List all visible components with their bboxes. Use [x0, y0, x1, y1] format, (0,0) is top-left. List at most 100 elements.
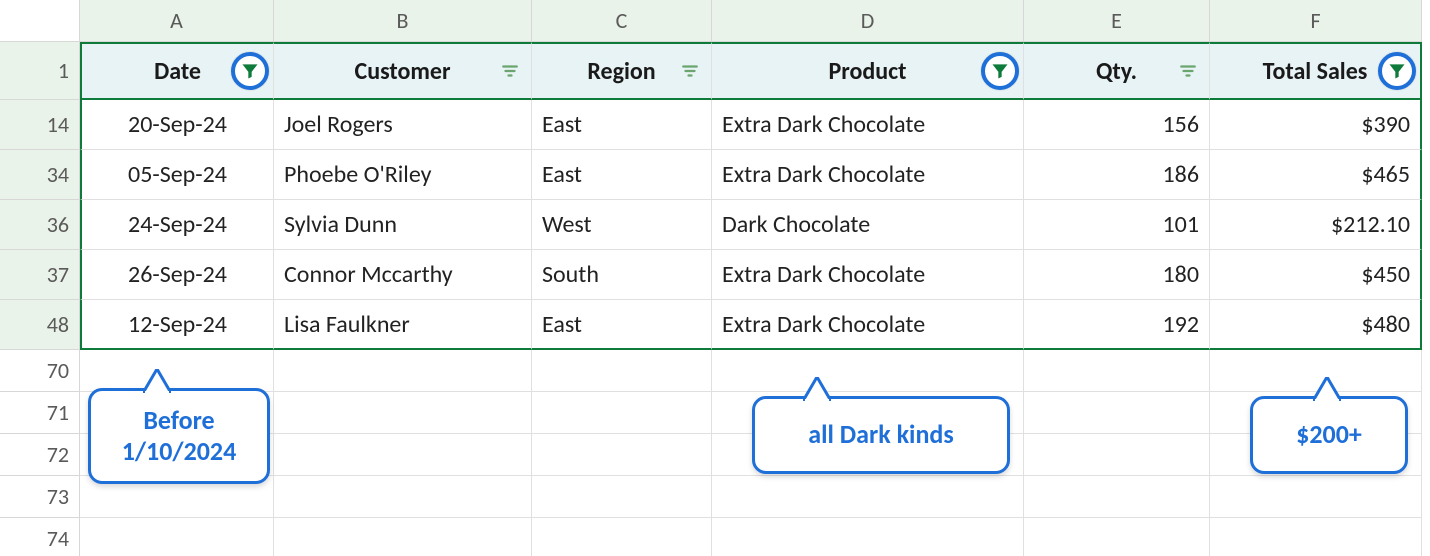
- cell-date[interactable]: 26-Sep-24: [80, 250, 274, 300]
- cell-qty[interactable]: 186: [1024, 150, 1210, 200]
- column-header-c[interactable]: C: [532, 0, 712, 42]
- cell-customer[interactable]: Phoebe O'Riley: [274, 150, 532, 200]
- row-header-1[interactable]: 1: [0, 42, 80, 100]
- header-label-qty: Qty.: [1096, 57, 1137, 86]
- annotation-callout: $200+: [1250, 396, 1408, 474]
- cell-region[interactable]: East: [532, 300, 712, 350]
- header-cell-date[interactable]: Date: [80, 42, 274, 100]
- table-header-row: Date Customer Region Product Qty. Total Sales: [80, 42, 1430, 100]
- empty-cell[interactable]: [532, 518, 712, 556]
- grid-body: Date Customer Region Product Qty. Total Sales…: [80, 42, 1430, 556]
- filter-icon[interactable]: [499, 60, 521, 82]
- table-row: 26-Sep-24Connor MccarthySouthExtra Dark …: [80, 250, 1430, 300]
- header-label-customer: Customer: [354, 57, 450, 86]
- header-cell-total[interactable]: Total Sales: [1210, 42, 1422, 100]
- empty-cell[interactable]: [1024, 350, 1210, 392]
- cell-total[interactable]: $390: [1210, 100, 1422, 150]
- cell-customer[interactable]: Sylvia Dunn: [274, 200, 532, 250]
- cell-date[interactable]: 20-Sep-24: [80, 100, 274, 150]
- empty-cell[interactable]: [80, 350, 274, 392]
- callout-text: all Dark kinds: [808, 419, 953, 450]
- row-header-71[interactable]: 71: [0, 392, 80, 434]
- empty-row: [80, 350, 1430, 392]
- empty-cell[interactable]: [532, 350, 712, 392]
- filter-active-icon[interactable]: [1378, 52, 1416, 90]
- row-header-36[interactable]: 36: [0, 200, 80, 250]
- header-label-total: Total Sales: [1263, 57, 1368, 86]
- cell-customer[interactable]: Joel Rogers: [274, 100, 532, 150]
- cell-region[interactable]: East: [532, 150, 712, 200]
- row-header-34[interactable]: 34: [0, 150, 80, 200]
- cell-product[interactable]: Extra Dark Chocolate: [712, 150, 1024, 200]
- empty-cell[interactable]: [274, 476, 532, 518]
- cell-qty[interactable]: 101: [1024, 200, 1210, 250]
- cell-region[interactable]: West: [532, 200, 712, 250]
- row-header-37[interactable]: 37: [0, 250, 80, 300]
- header-cell-qty[interactable]: Qty.: [1024, 42, 1210, 100]
- cell-customer[interactable]: Connor Mccarthy: [274, 250, 532, 300]
- header-cell-customer[interactable]: Customer: [274, 42, 532, 100]
- header-cell-product[interactable]: Product: [712, 42, 1024, 100]
- empty-cell[interactable]: [274, 350, 532, 392]
- empty-cell[interactable]: [1210, 476, 1422, 518]
- row-headers: 114343637487071727374: [0, 42, 80, 556]
- header-label-region: Region: [587, 57, 655, 86]
- empty-cell[interactable]: [532, 392, 712, 434]
- empty-cell[interactable]: [1024, 392, 1210, 434]
- empty-cell[interactable]: [274, 392, 532, 434]
- cell-date[interactable]: 24-Sep-24: [80, 200, 274, 250]
- empty-cell[interactable]: [274, 434, 532, 476]
- empty-cell[interactable]: [274, 518, 532, 556]
- empty-cell[interactable]: [712, 518, 1024, 556]
- callout-text: Before 1/10/2024: [122, 405, 237, 467]
- row-header-48[interactable]: 48: [0, 300, 80, 350]
- cell-product[interactable]: Extra Dark Chocolate: [712, 300, 1024, 350]
- cell-date[interactable]: 05-Sep-24: [80, 150, 274, 200]
- header-cell-region[interactable]: Region: [532, 42, 712, 100]
- empty-cell[interactable]: [532, 476, 712, 518]
- row-header-74[interactable]: 74: [0, 518, 80, 556]
- cell-region[interactable]: South: [532, 250, 712, 300]
- column-header-f[interactable]: F: [1210, 0, 1422, 42]
- cell-product[interactable]: Extra Dark Chocolate: [712, 100, 1024, 150]
- row-header-14[interactable]: 14: [0, 100, 80, 150]
- cell-date[interactable]: 12-Sep-24: [80, 300, 274, 350]
- empty-cell[interactable]: [1024, 434, 1210, 476]
- filter-icon[interactable]: [679, 60, 701, 82]
- column-header-b[interactable]: B: [274, 0, 532, 42]
- column-header-e[interactable]: E: [1024, 0, 1210, 42]
- callout-pointer-icon: [1313, 377, 1341, 401]
- cell-customer[interactable]: Lisa Faulkner: [274, 300, 532, 350]
- cell-total[interactable]: $450: [1210, 250, 1422, 300]
- column-header-a[interactable]: A: [80, 0, 274, 42]
- row-header-73[interactable]: 73: [0, 476, 80, 518]
- column-headers: ABCDEF: [80, 0, 1430, 42]
- select-all-corner[interactable]: [0, 0, 80, 42]
- cell-qty[interactable]: 180: [1024, 250, 1210, 300]
- annotation-callout: Before 1/10/2024: [88, 388, 270, 484]
- cell-total[interactable]: $465: [1210, 150, 1422, 200]
- empty-cell[interactable]: [712, 350, 1024, 392]
- cell-total[interactable]: $480: [1210, 300, 1422, 350]
- empty-cell[interactable]: [1024, 476, 1210, 518]
- filter-active-icon[interactable]: [981, 52, 1019, 90]
- cell-product[interactable]: Dark Chocolate: [712, 200, 1024, 250]
- cell-qty[interactable]: 192: [1024, 300, 1210, 350]
- column-header-d[interactable]: D: [712, 0, 1024, 42]
- empty-cell[interactable]: [532, 434, 712, 476]
- callout-pointer-icon: [803, 377, 831, 401]
- filter-active-icon[interactable]: [231, 52, 269, 90]
- cell-region[interactable]: East: [532, 100, 712, 150]
- empty-cell[interactable]: [80, 518, 274, 556]
- cell-product[interactable]: Extra Dark Chocolate: [712, 250, 1024, 300]
- empty-cell[interactable]: [1024, 518, 1210, 556]
- empty-cell[interactable]: [1210, 518, 1422, 556]
- cell-qty[interactable]: 156: [1024, 100, 1210, 150]
- empty-cell[interactable]: [712, 476, 1024, 518]
- row-header-72[interactable]: 72: [0, 434, 80, 476]
- header-label-product: Product: [828, 57, 906, 86]
- spreadsheet-view: ABCDEF 114343637487071727374 Date Custome…: [0, 0, 1430, 556]
- filter-icon[interactable]: [1177, 60, 1199, 82]
- row-header-70[interactable]: 70: [0, 350, 80, 392]
- cell-total[interactable]: $212.10: [1210, 200, 1422, 250]
